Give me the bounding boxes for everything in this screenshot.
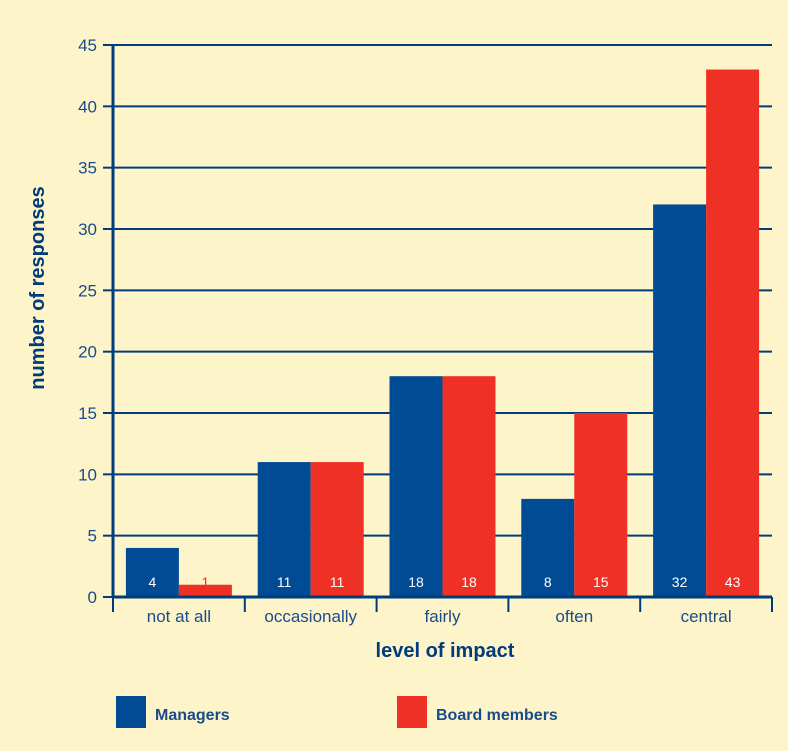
bar-value-label: 18	[461, 574, 477, 590]
legend: Managers Board members	[116, 696, 558, 728]
y-tick-label: 35	[78, 159, 97, 178]
bar-board-members	[706, 69, 760, 598]
bar-value-label: 15	[593, 574, 609, 590]
bar-value-labels: 4 11 18 8 321 11 18 15 43	[149, 574, 741, 590]
legend-swatch-managers	[116, 696, 146, 728]
x-tick-label: occasionally	[264, 607, 357, 626]
x-tick-label: central	[681, 607, 732, 626]
bar-board-members	[310, 462, 364, 597]
bar-board-members	[178, 584, 232, 597]
y-tick-label: 45	[78, 36, 97, 55]
x-tick-label: often	[555, 607, 593, 626]
bar-managers	[653, 204, 707, 597]
legend-swatch-board-members	[397, 696, 427, 728]
bar-managers	[125, 547, 179, 597]
bar-value-label: 8	[544, 574, 552, 590]
y-tick-label: 40	[78, 97, 97, 116]
bar-value-label: 18	[408, 574, 424, 590]
legend-label: Managers	[155, 707, 230, 724]
x-axis-category-labels: not at all occasionally fairly often central	[147, 607, 732, 626]
bar-value-label: 32	[672, 574, 688, 590]
x-tick-label: not at all	[147, 607, 211, 626]
bar-value-label: 4	[149, 574, 157, 590]
y-tick-label: 25	[78, 281, 97, 300]
y-tick-label: 0	[88, 588, 97, 607]
y-tick-label: 20	[78, 343, 97, 362]
bar-managers	[257, 462, 311, 597]
bars	[125, 69, 760, 598]
y-axis-title: number of responses	[27, 186, 49, 389]
bar-board-members	[442, 376, 496, 597]
bar-board-members	[574, 413, 628, 597]
gridlines	[113, 44, 772, 598]
y-tick-label: 15	[78, 404, 97, 423]
bar-value-label: 1	[202, 574, 210, 590]
y-tick-label: 30	[78, 220, 97, 239]
y-axis-ticks: 0 5 10 15 20 25 30 35 40 45	[78, 36, 113, 607]
legend-label: Board members	[436, 707, 558, 724]
bar-value-label: 43	[725, 574, 741, 590]
x-axis	[111, 45, 773, 612]
x-tick-label: fairly	[425, 607, 461, 626]
bar-managers	[521, 498, 575, 597]
x-axis-title: level of impact	[376, 640, 515, 662]
bar-value-label: 11	[277, 574, 292, 590]
y-tick-label: 5	[88, 527, 97, 546]
bar-value-label: 11	[330, 574, 345, 590]
bar-managers	[389, 376, 443, 597]
y-tick-label: 10	[78, 465, 97, 484]
